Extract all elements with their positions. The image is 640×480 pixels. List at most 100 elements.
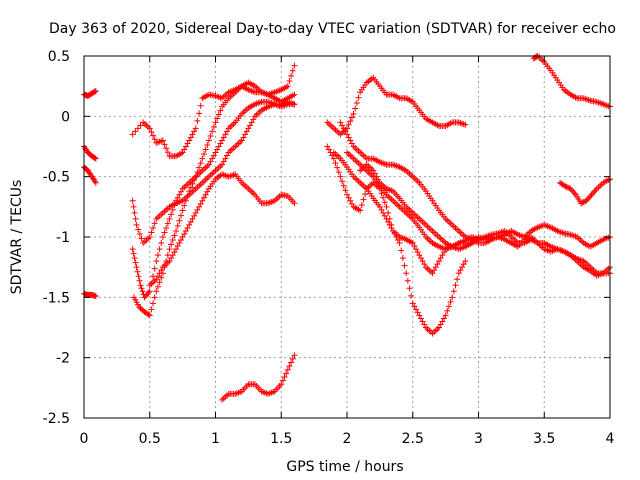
- data-point: [129, 246, 136, 253]
- data-point: [431, 267, 438, 274]
- series-track-c: [81, 164, 99, 186]
- data-point: [330, 155, 337, 162]
- data-point: [436, 258, 443, 265]
- data-point: [161, 229, 168, 236]
- y-axis-label: SDTVAR / TECUs: [9, 180, 25, 295]
- data-point: [563, 183, 570, 190]
- series-track-k: [324, 74, 469, 138]
- data-point: [132, 259, 139, 266]
- data-point: [579, 199, 586, 206]
- data-point: [168, 255, 175, 262]
- data-point: [194, 206, 201, 213]
- y-tick-label: -2: [56, 351, 70, 367]
- data-point: [217, 107, 224, 114]
- data-point: [182, 143, 189, 150]
- data-point: [238, 137, 245, 144]
- data-point: [342, 128, 349, 135]
- data-point: [186, 137, 193, 144]
- data-point: [242, 131, 249, 138]
- data-point: [159, 234, 166, 240]
- series-track-s: [475, 227, 613, 279]
- data-point: [398, 247, 405, 254]
- data-point: [179, 149, 186, 156]
- data-point: [199, 155, 206, 162]
- x-tick-label: 0.5: [139, 431, 161, 447]
- data-point: [339, 178, 346, 185]
- data-point: [224, 152, 231, 159]
- data-point: [148, 306, 155, 313]
- data-point: [247, 122, 254, 129]
- y-tick-label: -1.5: [43, 290, 70, 306]
- data-point: [345, 134, 352, 141]
- data-point: [210, 152, 217, 159]
- data-point: [146, 234, 153, 240]
- data-point: [181, 230, 188, 237]
- data-point: [288, 72, 295, 79]
- data-point: [163, 145, 170, 152]
- data-point: [197, 200, 204, 207]
- data-point: [413, 306, 420, 313]
- data-point: [348, 114, 355, 121]
- x-tick-label: 0: [80, 431, 89, 447]
- data-point: [439, 252, 446, 259]
- data-point: [179, 234, 186, 240]
- data-point: [177, 237, 184, 244]
- data-point: [209, 128, 216, 135]
- data-point: [224, 128, 231, 135]
- data-point: [145, 311, 152, 318]
- data-point: [580, 199, 587, 206]
- data-point: [421, 321, 428, 328]
- data-point: [166, 258, 173, 265]
- data-point: [132, 128, 139, 135]
- data-point: [383, 203, 390, 210]
- data-point: [347, 137, 354, 144]
- data-point: [189, 215, 196, 222]
- data-point: [186, 221, 193, 228]
- data-point: [197, 102, 204, 109]
- data-point: [171, 249, 178, 256]
- data-point: [150, 224, 157, 231]
- data-point: [437, 321, 444, 328]
- data-point: [362, 191, 369, 198]
- data-point: [250, 116, 257, 123]
- data-point: [176, 240, 183, 247]
- data-point: [207, 158, 214, 165]
- data-point: [380, 209, 387, 216]
- data-point: [347, 118, 354, 125]
- data-point: [440, 315, 447, 322]
- data-point: [92, 293, 99, 300]
- data-point: [176, 217, 183, 224]
- data-point: [174, 222, 181, 229]
- data-point: [355, 94, 362, 101]
- data-point: [347, 197, 354, 204]
- data-point: [286, 78, 293, 85]
- data-point: [151, 294, 158, 301]
- x-tick-label: 3.5: [533, 431, 555, 447]
- series-track-j: [219, 352, 298, 403]
- data-point: [131, 255, 138, 262]
- data-point: [194, 117, 201, 124]
- data-point: [340, 182, 347, 189]
- data-point: [191, 128, 198, 135]
- data-point: [158, 274, 165, 281]
- series-track-d: [81, 290, 99, 300]
- data-point: [153, 288, 160, 295]
- data-point: [334, 164, 341, 171]
- data-point: [454, 276, 461, 283]
- data-point: [562, 183, 569, 190]
- data-point: [337, 119, 344, 126]
- data-point: [447, 298, 454, 305]
- data-point: [217, 140, 224, 147]
- data-point: [291, 200, 298, 207]
- data-point: [375, 176, 382, 183]
- data-point: [284, 366, 291, 373]
- y-tick-label: -1: [56, 230, 70, 246]
- data-point: [139, 288, 146, 295]
- data-point: [129, 197, 136, 204]
- data-point: [240, 134, 247, 141]
- data-point: [222, 155, 229, 162]
- data-point: [289, 355, 296, 362]
- data-point: [455, 270, 462, 277]
- data-point: [401, 262, 408, 269]
